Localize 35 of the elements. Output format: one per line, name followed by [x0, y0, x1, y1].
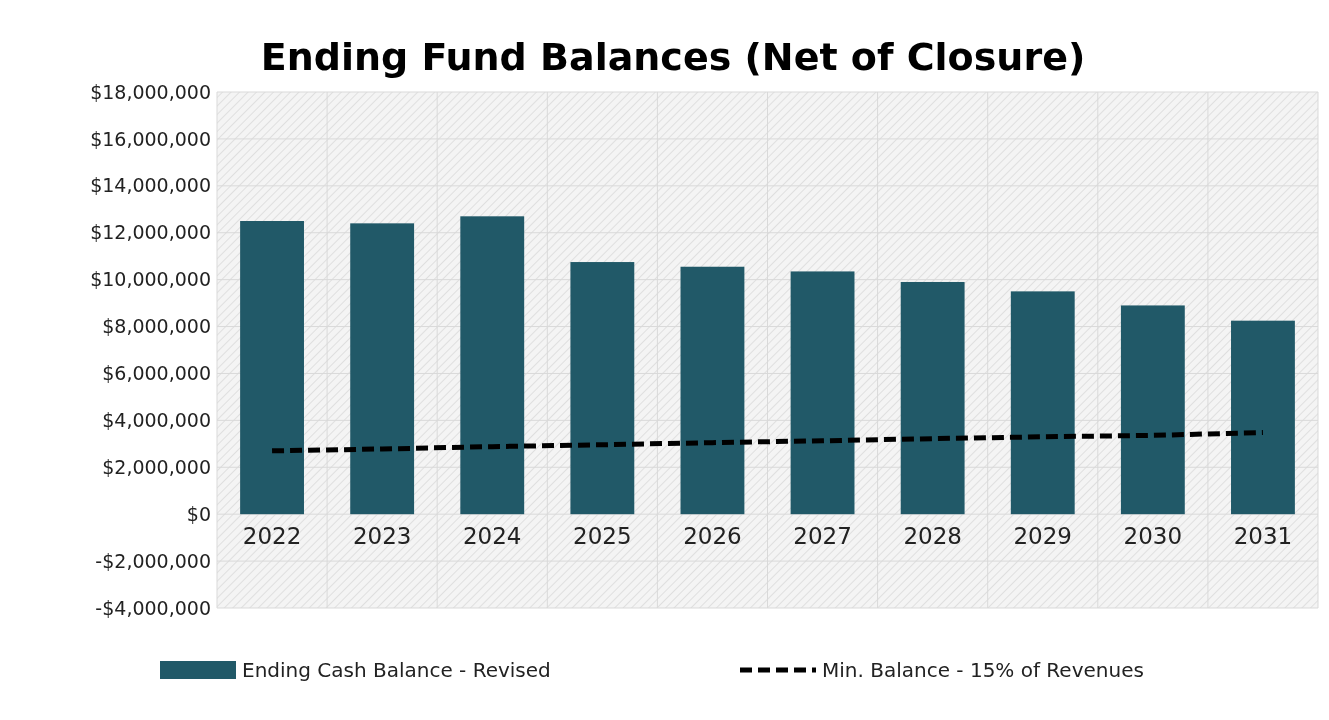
bar	[350, 223, 415, 515]
x-tick-label: 2025	[573, 523, 632, 550]
y-tick-label: $0	[186, 502, 211, 525]
legend-label: Ending Cash Balance - Revised	[242, 658, 551, 682]
x-tick-label: 2029	[1013, 523, 1073, 550]
x-tick-label: 2027	[793, 523, 852, 550]
x-tick-label: 2024	[462, 523, 522, 550]
y-tick-label: $10,000,000	[90, 268, 211, 291]
x-tick-label: 2023	[352, 523, 412, 550]
y-tick-label: $16,000,000	[90, 127, 211, 150]
chart-title: Ending Fund Balances (Net of Closure)	[260, 35, 1086, 79]
y-tick-label: $8,000,000	[102, 315, 211, 338]
bar	[1120, 305, 1185, 515]
bar	[1231, 320, 1295, 515]
y-tick-label: $4,000,000	[102, 408, 211, 431]
legend-label: Min. Balance - 15% of Revenues	[822, 658, 1144, 682]
y-tick-label: $12,000,000	[90, 221, 211, 244]
bar	[680, 266, 745, 515]
x-tick-label: 2028	[903, 523, 962, 550]
bar	[240, 221, 304, 515]
y-tick-label: $14,000,000	[90, 174, 211, 197]
x-tick-label: 2030	[1123, 523, 1183, 550]
y-tick-label: $6,000,000	[102, 362, 211, 385]
bar	[900, 281, 965, 515]
bar	[1010, 291, 1075, 515]
bar	[570, 262, 635, 515]
y-tick-label: $2,000,000	[102, 455, 211, 478]
x-tick-label: 2031	[1233, 523, 1293, 550]
y-tick-label: -$4,000,000	[95, 596, 211, 619]
x-tick-label: 2026	[683, 523, 742, 550]
bar	[460, 216, 525, 515]
y-tick-label: $18,000,000	[90, 80, 211, 103]
y-tick-label: -$2,000,000	[95, 549, 211, 572]
bar	[790, 271, 855, 515]
x-tick-label: 2022	[242, 523, 302, 550]
